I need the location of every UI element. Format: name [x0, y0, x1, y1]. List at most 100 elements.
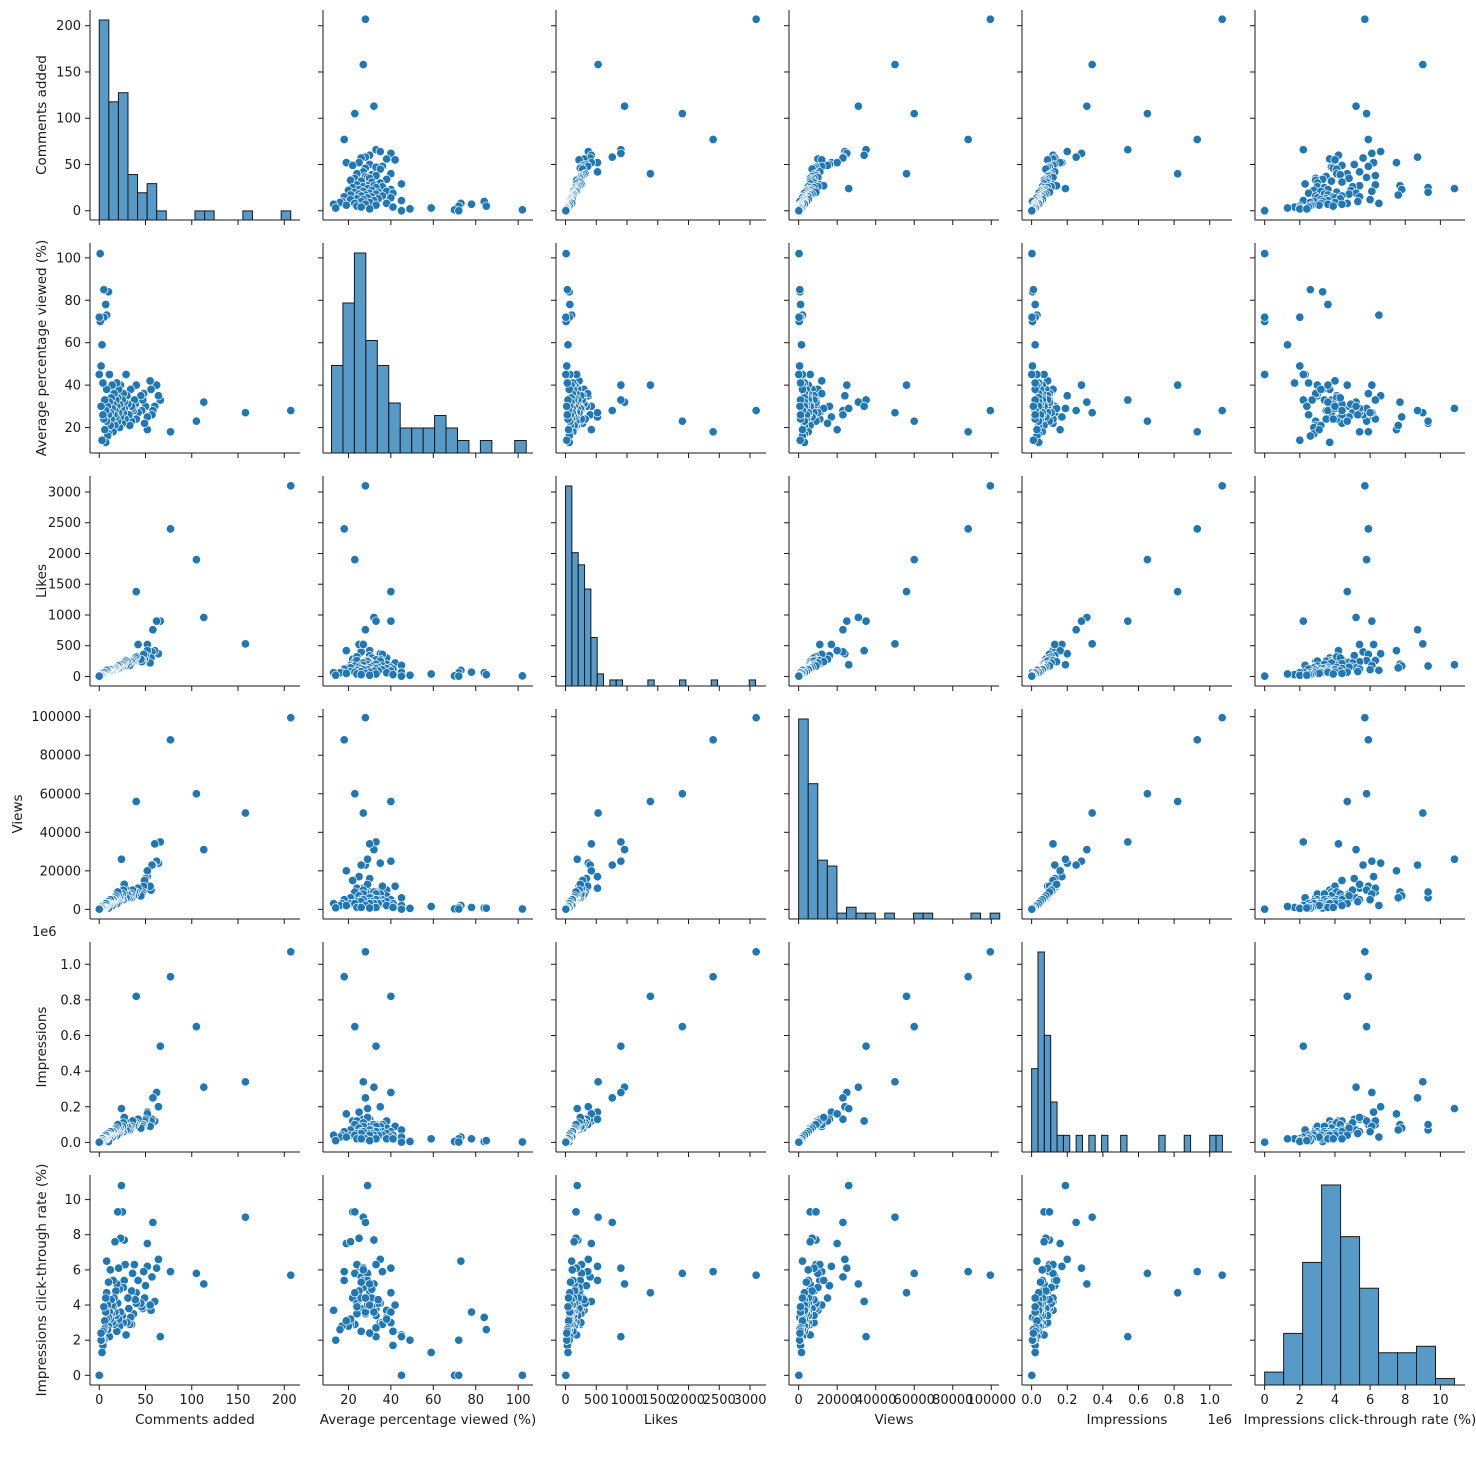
scatter-point — [592, 1261, 603, 1271]
scatter-point — [1030, 1347, 1040, 1358]
scatter-point — [794, 1137, 804, 1147]
scatter-point — [128, 1268, 138, 1278]
scatter-point — [859, 401, 869, 411]
x-tick-label: 50 — [137, 1393, 154, 1408]
hist-bar — [156, 210, 167, 221]
scatter-point — [1087, 808, 1097, 818]
scatter-point — [1351, 1082, 1361, 1092]
scatter-point — [859, 1296, 869, 1307]
scatter-point — [1353, 897, 1363, 907]
scatter-point — [909, 555, 919, 565]
hist-bar — [1158, 1134, 1166, 1153]
subplot-2-4 — [1017, 476, 1232, 691]
scatter-point — [386, 1263, 396, 1273]
scatter-point — [1355, 167, 1365, 177]
x-tick-label: 4 — [1331, 1393, 1339, 1408]
scatter-point — [586, 425, 596, 435]
scatter-point — [1335, 170, 1345, 180]
scatter-point — [148, 1217, 158, 1227]
scatter-point — [94, 312, 104, 322]
scatter-point — [102, 1256, 112, 1266]
hist-bar — [913, 912, 924, 920]
scatter-point — [1030, 299, 1040, 310]
scatter-point — [1330, 376, 1340, 386]
scatter-point — [1302, 204, 1312, 214]
scatter-point — [586, 839, 596, 849]
scatter-point — [1413, 1093, 1423, 1103]
y-tick-label: 0 — [73, 1369, 81, 1384]
scatter-point — [1349, 159, 1359, 170]
scatter-point — [1449, 854, 1460, 864]
scatter-point — [1076, 380, 1087, 390]
scatter-point — [1362, 1022, 1372, 1032]
scatter-point — [1282, 203, 1293, 213]
scatter-point — [405, 204, 415, 214]
y-tick-label: 0.8 — [60, 993, 81, 1008]
scatter-point — [838, 1217, 848, 1227]
scatter-point — [148, 1093, 158, 1103]
scatter-point — [909, 1268, 919, 1278]
scatter-point — [191, 1022, 201, 1032]
scatter-point — [1260, 249, 1270, 259]
scatter-point — [963, 1267, 973, 1277]
scatter-point — [130, 1295, 140, 1305]
scatter-point — [1302, 1136, 1312, 1146]
scatter-point — [593, 1077, 603, 1087]
scatter-point — [454, 206, 464, 216]
subplot-2-1 — [318, 476, 533, 691]
scatter-point — [561, 206, 571, 216]
scatter-point — [517, 671, 527, 681]
hist-bar — [798, 718, 809, 920]
scatter-point — [350, 1022, 360, 1032]
scatter-point — [1062, 391, 1072, 401]
hist-bar — [1050, 1101, 1058, 1153]
scatter-point — [805, 1237, 815, 1247]
scatter-point — [1353, 410, 1363, 420]
hist-bar — [1101, 1134, 1109, 1153]
scatter-point — [1328, 1134, 1338, 1144]
scatter-point — [405, 903, 415, 913]
y-tick-label: 40 — [64, 379, 81, 394]
y-tick-label: 3000 — [48, 485, 81, 500]
scatter-point — [1413, 625, 1423, 635]
scatter-point — [371, 1323, 381, 1333]
scatter-point — [1039, 1237, 1049, 1247]
x-tick-label: 60 — [425, 1393, 442, 1408]
scatter-point — [1052, 879, 1062, 889]
scatter-point — [1360, 481, 1370, 491]
scatter-point — [1060, 183, 1071, 194]
scatter-point — [1027, 312, 1037, 322]
scatter-point — [1353, 1128, 1363, 1139]
scatter-point — [94, 904, 104, 914]
scatter-point — [1055, 866, 1065, 876]
scatter-point — [844, 1103, 854, 1114]
scatter-point — [386, 616, 396, 626]
scatter-point — [388, 670, 398, 680]
scatter-point — [859, 150, 869, 160]
hist-bar — [365, 340, 378, 454]
scatter-point — [901, 169, 912, 179]
scatter-point — [97, 340, 107, 350]
hist-bar — [479, 440, 493, 454]
scatter-point — [890, 1077, 900, 1087]
y-tick-label: 0.6 — [60, 1029, 81, 1044]
scatter-point — [795, 285, 805, 295]
scatter-point — [677, 1268, 687, 1278]
scatter-point — [1391, 158, 1402, 168]
scatter-point — [396, 893, 407, 903]
scatter-point — [824, 1281, 835, 1291]
hist-bar — [399, 427, 413, 454]
scatter-point — [592, 883, 603, 893]
scatter-point — [1397, 412, 1407, 422]
scatter-point — [377, 1267, 387, 1277]
scatter-point — [890, 60, 900, 70]
scatter-point — [358, 639, 368, 650]
scatter-point — [396, 196, 407, 206]
subplot-3-4 — [1017, 709, 1232, 924]
x-tick-label: 2500 — [703, 1393, 736, 1408]
scatter-point — [1365, 665, 1375, 675]
scatter-point — [796, 410, 806, 420]
scatter-point — [1298, 616, 1308, 626]
hist-bar — [970, 912, 982, 920]
